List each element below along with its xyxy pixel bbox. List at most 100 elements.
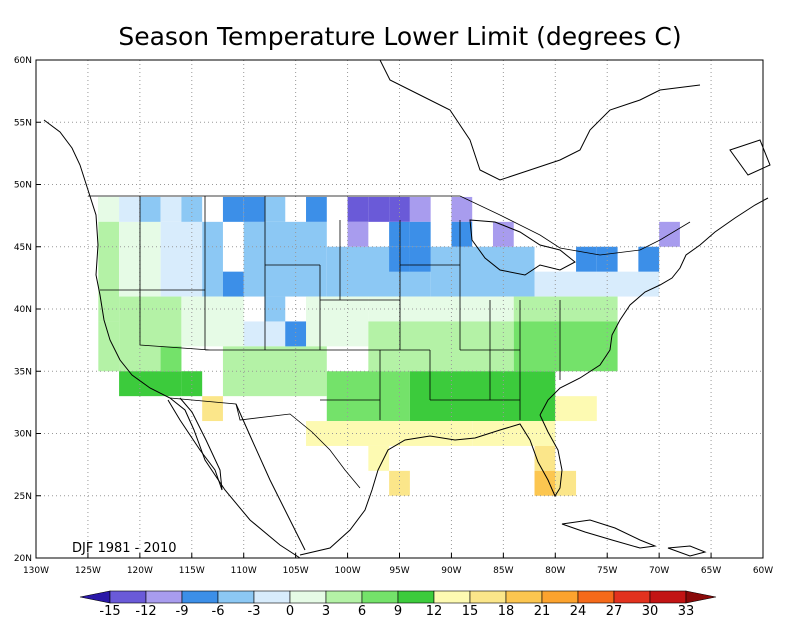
heatmap-cell	[389, 196, 410, 222]
heatmap-cell	[409, 246, 431, 272]
heatmap-cell	[264, 296, 286, 322]
colorbar-swatch	[469, 590, 507, 604]
heatmap-region	[513, 321, 618, 372]
cuba	[561, 519, 657, 549]
colorbar-swatch	[397, 590, 435, 604]
colorbar-label: 9	[394, 604, 402, 618]
heatmap-cell	[451, 221, 473, 247]
heatmap-cell	[285, 321, 307, 347]
lon-tick-label: 75W	[597, 566, 617, 576]
heatmap-region	[160, 221, 203, 297]
heatmap-cell	[160, 346, 182, 372]
colorbar-label: -9	[176, 604, 189, 618]
heatmap-cell	[409, 196, 431, 222]
heatmap-region	[243, 221, 327, 297]
heatmap-cell	[368, 196, 390, 222]
colorbar-min-arrow	[79, 590, 111, 604]
state-lines-1	[100, 196, 430, 351]
colorbar-label: 24	[570, 604, 587, 618]
heatmap-region	[534, 271, 660, 297]
lon-tick-label: 100W	[335, 566, 361, 576]
colorbar-label: 27	[606, 604, 623, 618]
heatmap-region	[202, 221, 223, 297]
lon-tick-label: 85W	[493, 566, 513, 576]
colorbar-label: 33	[678, 604, 695, 618]
heatmap-region	[555, 396, 597, 422]
heatmap-cell	[555, 470, 577, 496]
colorbar-label: 15	[462, 604, 479, 618]
heatmap-cell	[222, 196, 244, 222]
heatmap-cell	[181, 196, 203, 222]
lon-tick-label: 115W	[179, 566, 205, 576]
colorbar-swatch	[577, 590, 615, 604]
heatmap-cell	[139, 196, 161, 222]
heatmap-cell	[389, 246, 410, 272]
longitude-tick-labels: 130W 125W 120W 115W 110W 105W 100W 95W 90W 85W 80W…	[23, 553, 773, 576]
colorbar-swatch	[181, 590, 219, 604]
heatmap-region	[119, 371, 182, 397]
lon-tick-label: 90W	[441, 566, 461, 576]
colorbar-label: -6	[212, 604, 225, 618]
gulf-coastline	[299, 414, 563, 556]
heatmap-region	[181, 296, 244, 347]
lat-tick-label: 50N	[14, 181, 32, 191]
colorbar-label: -12	[135, 604, 156, 618]
colorbar-label: 21	[534, 604, 551, 618]
great-lakes-outline	[469, 219, 576, 276]
heatmap-cell	[492, 221, 514, 247]
lon-tick-label: 110W	[231, 566, 257, 576]
heatmap-cell	[264, 196, 286, 222]
colorbar-swatch	[325, 590, 363, 604]
colorbar-swatch	[541, 590, 579, 604]
state-borders	[88, 195, 691, 489]
lat-tick-label: 30N	[14, 430, 32, 440]
heatmap-cell	[347, 221, 369, 247]
heatmap-cell	[596, 246, 618, 272]
period-label: DJF 1981 - 2010	[72, 541, 177, 556]
heatmap-cell	[638, 246, 660, 272]
colorbar-swatch	[217, 590, 255, 604]
colorbar-label: 30	[642, 604, 659, 618]
heatmap-cell	[306, 196, 327, 222]
hispaniola	[667, 545, 707, 557]
lon-tick-label: 95W	[389, 566, 409, 576]
lon-tick-label: 130W	[23, 566, 49, 576]
latitude-tick-labels: 20N 25N 30N 35N 40N 45N 50N 55N 60N	[14, 56, 41, 564]
heatmap-cell	[243, 196, 265, 222]
heatmap-cell	[534, 445, 556, 471]
coastlines	[43, 59, 771, 559]
colorbar-label: -3	[248, 604, 261, 618]
lon-tick-label: 105W	[283, 566, 309, 576]
lat-tick-label: 60N	[14, 56, 32, 66]
heatmap-cell	[222, 271, 244, 297]
heatmap-region	[306, 421, 473, 446]
heatmap-region	[98, 321, 120, 372]
colorbar-swatch	[145, 590, 183, 604]
heatmap-region	[306, 296, 369, 347]
colorbar-label: -15	[99, 604, 120, 618]
colorbar-max-arrow	[685, 590, 717, 604]
us-mexico-border	[169, 397, 361, 489]
heatmap-cell	[160, 196, 182, 222]
state-lines-2	[320, 220, 561, 420]
island-newfoundland	[729, 139, 771, 176]
colorbar-label: 0	[286, 604, 294, 618]
lon-tick-label: 70W	[649, 566, 669, 576]
heatmap-cell	[389, 221, 410, 247]
heatmap-cell	[451, 196, 473, 222]
hudson-bay-coast	[379, 59, 701, 181]
colorbar-label: 3	[322, 604, 330, 618]
heatmap-cell	[119, 196, 140, 222]
heatmap-cell	[576, 246, 597, 272]
lon-tick-label: 65W	[701, 566, 721, 576]
heatmap-cells	[98, 196, 680, 496]
heatmap-region	[368, 321, 514, 372]
heatmap-region	[472, 421, 556, 446]
heatmap-region	[222, 346, 327, 397]
heatmap-region	[326, 371, 410, 422]
heatmap-region	[513, 296, 618, 322]
heatmap-region	[409, 371, 556, 422]
chart-title: Season Temperature Lower Limit (degrees …	[118, 22, 682, 51]
lon-tick-label: 120W	[127, 566, 153, 576]
